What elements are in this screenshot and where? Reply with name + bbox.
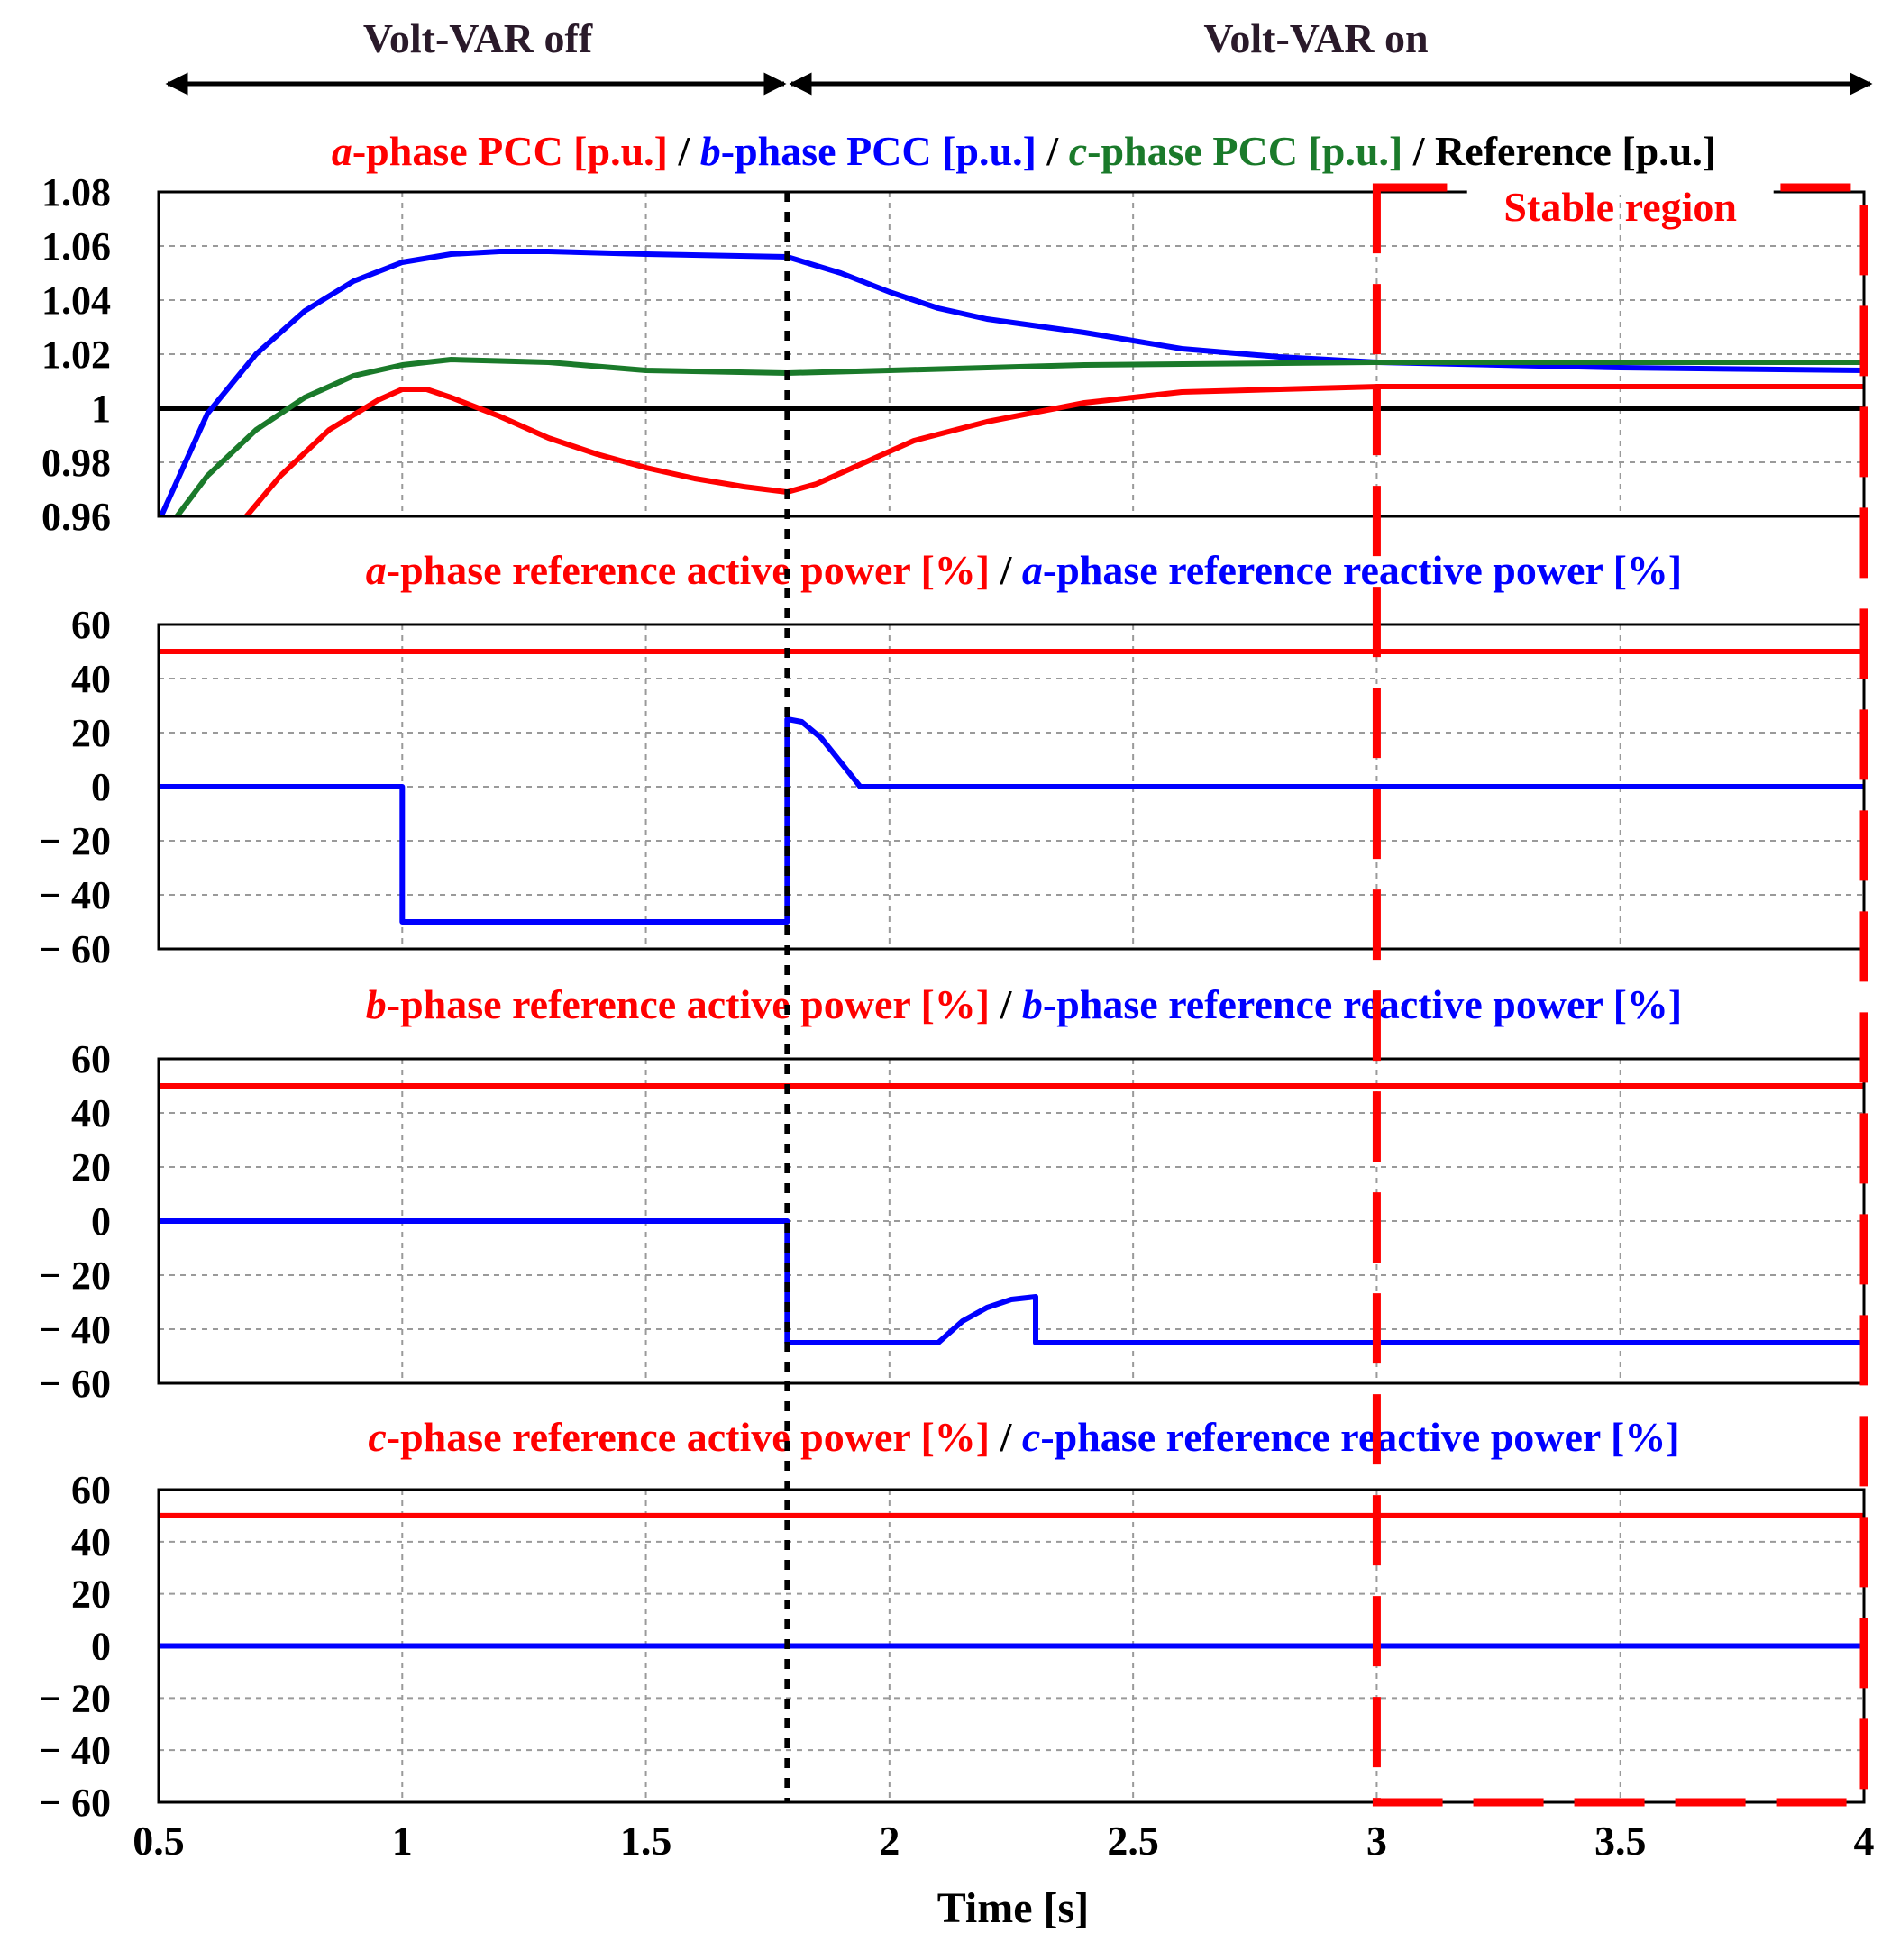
panel-title-part: b <box>1022 981 1043 1027</box>
stable-region-label-bg <box>1466 180 1774 195</box>
series-line-2 <box>159 716 1864 925</box>
panel-title-part: / <box>1037 128 1069 174</box>
plot-frame <box>157 623 1866 951</box>
series-group <box>159 649 1864 925</box>
chart-panel-1: a-phase PCC [p.u.] / b-phase PCC [p.u.] … <box>41 128 1866 539</box>
y-tick-label: 0.96 <box>41 495 111 539</box>
x-tick-label: 1 <box>392 1818 413 1864</box>
x-tick-label: 3 <box>1366 1818 1387 1864</box>
volt-var-header: Volt-VAR off Volt-VAR on <box>165 15 1873 96</box>
panel-title-part: -phase PCC [p.u.] <box>1087 128 1402 174</box>
y-tick-label: 1.04 <box>41 278 111 323</box>
y-tick-label: − 40 <box>39 873 111 917</box>
y-tick-label: 0.98 <box>41 441 111 485</box>
series-group <box>159 249 1864 516</box>
panel-title-part: a <box>332 128 352 174</box>
x-tick-label: 4 <box>1854 1818 1875 1864</box>
x-tick-label: 2 <box>879 1818 900 1864</box>
chart-panel-2: a-phase reference active power [%] / a-p… <box>39 547 1866 971</box>
panel-title-part: b <box>366 981 387 1027</box>
overlay: Stable region <box>784 180 1868 1807</box>
series-group <box>159 1512 1864 1649</box>
panel-title-part: -phase PCC [p.u.] <box>721 128 1037 174</box>
volt-var-on-label: Volt-VAR on <box>1203 15 1428 61</box>
y-tick-label: 1.08 <box>41 170 111 214</box>
y-tick-label: 60 <box>71 1037 111 1081</box>
y-tick-label: 40 <box>71 1091 111 1135</box>
y-tick-label: − 60 <box>39 1362 111 1406</box>
panels: a-phase PCC [p.u.] / b-phase PCC [p.u.] … <box>39 128 1866 1825</box>
chart-panel-3: b-phase reference active power [%] / b-p… <box>39 981 1866 1406</box>
y-tick-label: 0 <box>91 1199 111 1244</box>
y-tick-label: − 40 <box>39 1728 111 1773</box>
y-tick-label: 20 <box>71 711 111 755</box>
panel-title-part: / <box>990 981 1022 1027</box>
y-tick-label: − 20 <box>39 1676 111 1720</box>
series-line-4 <box>244 384 1864 516</box>
y-tick-label: 40 <box>71 657 111 701</box>
y-tick-label: 20 <box>71 1145 111 1190</box>
panel-title-part: a <box>366 547 387 593</box>
y-tick-label: − 40 <box>39 1308 111 1352</box>
panel-title-part: -phase PCC [p.u.] <box>352 128 668 174</box>
x-tick-label: 1.5 <box>620 1818 672 1864</box>
x-tick-label: 3.5 <box>1594 1818 1647 1864</box>
y-tick-label: − 60 <box>39 1781 111 1825</box>
panel-title: b-phase reference active power [%] / b-p… <box>366 981 1682 1027</box>
x-tick-label: 2.5 <box>1107 1818 1159 1864</box>
panel-title-part: b <box>700 128 721 174</box>
y-tick-label: 0 <box>91 1625 111 1669</box>
series-group <box>159 1083 1864 1345</box>
panel-title-part: -phase reference reactive power [%] <box>1043 547 1682 593</box>
panel-title-part: -phase reference active power [%] <box>387 1414 990 1460</box>
panel-title-part: c <box>1022 1414 1040 1460</box>
panel-title: a-phase PCC [p.u.] / b-phase PCC [p.u.] … <box>332 128 1716 174</box>
panel-title-part: / Reference [p.u.] <box>1402 128 1716 174</box>
panel-title-part: -phase reference active power [%] <box>387 547 990 593</box>
series-line-3 <box>173 357 1864 516</box>
x-tick-labels: 0.5 1 1.5 2 2.5 3 3.5 4 <box>132 1818 1874 1864</box>
panel-title-part: c <box>1069 128 1087 174</box>
y-tick-label: 20 <box>71 1573 111 1617</box>
series-line-2 <box>159 1218 1864 1345</box>
y-tick-label: − 60 <box>39 927 111 971</box>
y-tick-label: 1.02 <box>41 333 111 377</box>
panel-title-part: -phase reference active power [%] <box>387 981 990 1027</box>
y-tick-label: 1.06 <box>41 224 111 269</box>
panel-title-part: / <box>990 1414 1022 1460</box>
y-tick-label: 0 <box>91 765 111 809</box>
chart-panel-4: c-phase reference active power [%] / c-p… <box>39 1414 1866 1825</box>
panel-title: a-phase reference active power [%] / a-p… <box>366 547 1682 593</box>
y-tick-label: − 20 <box>39 1253 111 1298</box>
y-tick-label: 1 <box>91 387 111 431</box>
panel-title-part: a <box>1022 547 1043 593</box>
x-axis: 0.5 1 1.5 2 2.5 3 3.5 4 Time [s] <box>132 1818 1874 1932</box>
panel-title-part: -phase reference reactive power [%] <box>1040 1414 1679 1460</box>
y-tick-label: 40 <box>71 1520 111 1564</box>
y-tick-label: − 20 <box>39 819 111 863</box>
x-tick-label: 0.5 <box>132 1818 185 1864</box>
stable-region-label: Stable region <box>1503 184 1737 230</box>
panel-title-part: / <box>990 547 1022 593</box>
y-tick-label: 60 <box>71 1468 111 1512</box>
panel-title-part: -phase reference reactive power [%] <box>1043 981 1682 1027</box>
y-tick-label: 60 <box>71 603 111 647</box>
panel-title: c-phase reference active power [%] / c-p… <box>368 1414 1679 1460</box>
volt-var-off-label: Volt-VAR off <box>363 15 593 61</box>
panel-title-part: / <box>668 128 700 174</box>
x-axis-label: Time [s] <box>937 1884 1089 1932</box>
panel-title-part: c <box>368 1414 386 1460</box>
